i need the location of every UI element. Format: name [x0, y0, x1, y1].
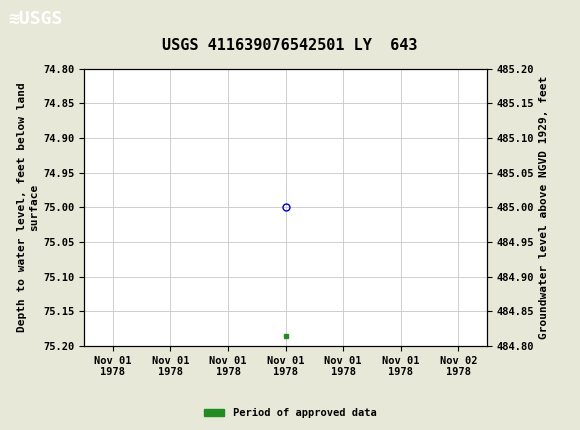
Y-axis label: Depth to water level, feet below land
surface: Depth to water level, feet below land su… — [17, 83, 39, 332]
Text: USGS 411639076542501 LY  643: USGS 411639076542501 LY 643 — [162, 38, 418, 52]
Legend: Period of approved data: Period of approved data — [200, 404, 380, 423]
Y-axis label: Groundwater level above NGVD 1929, feet: Groundwater level above NGVD 1929, feet — [539, 76, 549, 339]
Text: ≋USGS: ≋USGS — [9, 10, 63, 28]
